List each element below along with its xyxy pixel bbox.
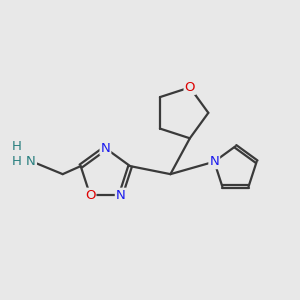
Text: N: N	[26, 154, 36, 168]
Text: N: N	[100, 142, 110, 154]
Text: O: O	[85, 189, 95, 202]
Text: H: H	[12, 140, 22, 153]
Text: O: O	[184, 81, 195, 94]
Text: N: N	[116, 189, 126, 202]
Text: H: H	[12, 154, 22, 168]
Text: N: N	[209, 155, 219, 168]
